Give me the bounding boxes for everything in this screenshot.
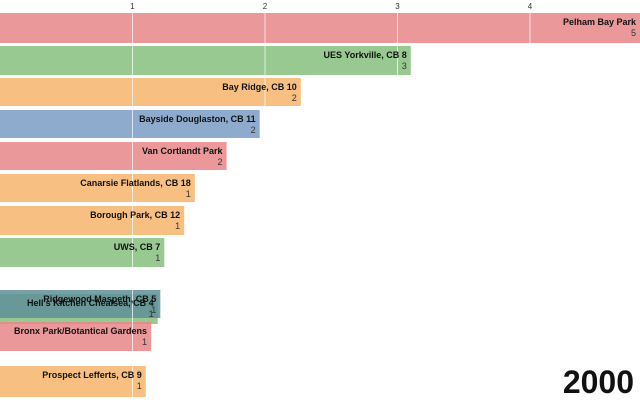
year-label: 2000 <box>563 364 634 400</box>
bar-value-label: 1 <box>175 221 180 231</box>
x-tick-label: 3 <box>395 2 400 11</box>
bar-value-label: 1 <box>151 305 156 315</box>
bar <box>0 78 301 106</box>
bar-category-label: Bronx Park/Botantical Gardens <box>14 326 147 336</box>
x-tick-label: 1 <box>130 2 135 11</box>
bar-value-label: 1 <box>155 253 160 263</box>
bar-category-label: Ridgewood Maspeth, CB 5 <box>43 294 156 304</box>
bar-value-label: 1 <box>137 381 142 391</box>
bar-category-label: Van Cortlandt Park <box>142 146 224 156</box>
x-tick-label: 4 <box>528 2 533 11</box>
bar <box>0 110 260 138</box>
bar-category-label: Canarsie Flatlands, CB 18 <box>80 178 191 188</box>
bar-value-label: 1 <box>186 189 191 199</box>
bar <box>0 142 227 170</box>
bar-value-label: 5 <box>631 28 636 38</box>
bar-value-label: 2 <box>218 157 223 167</box>
bar-value-label: 1 <box>142 337 147 347</box>
bar-category-label: UES Yorkville, CB 8 <box>324 50 407 60</box>
bar <box>0 174 195 202</box>
bar-category-label: UWS, CB 7 <box>114 242 161 252</box>
bar-category-label: Bay Ridge, CB 10 <box>222 82 297 92</box>
bar <box>0 206 185 235</box>
bar <box>0 13 640 43</box>
bar <box>0 46 411 75</box>
bar <box>0 290 161 318</box>
bar-value-label: 1 <box>149 309 154 319</box>
bars <box>0 13 640 400</box>
bar-value-label: 3 <box>402 61 407 71</box>
bar-category-label: Prospect Lefferts, CB 9 <box>42 370 142 380</box>
bar-value-label: 2 <box>292 93 297 103</box>
bar-category-label: Hell's Kitchen Chealsea, CB 4 <box>27 298 154 308</box>
bar-category-label: Pelham Bay Park <box>563 17 637 27</box>
bar <box>0 322 152 351</box>
x-tick-label: 2 <box>263 2 268 11</box>
bar-category-label: Borough Park, CB 12 <box>90 210 180 220</box>
bar <box>0 238 165 267</box>
bar-value-label: 2 <box>251 125 256 135</box>
bar <box>0 366 146 397</box>
x-axis-ticks: 1 2 3 4 <box>130 2 533 11</box>
bar-category-label: Bayside Douglaston, CB 11 <box>139 114 256 124</box>
